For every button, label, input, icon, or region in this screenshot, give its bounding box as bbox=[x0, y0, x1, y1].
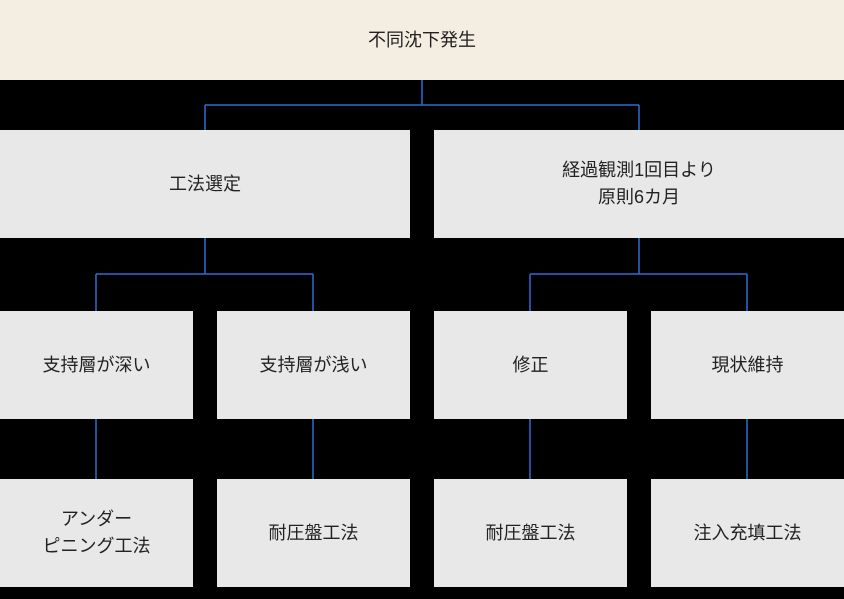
node-level4-1: アンダー ピニング工法 bbox=[0, 479, 193, 587]
node-root-label: 不同沈下発生 bbox=[368, 27, 476, 54]
node-root: 不同沈下発生 bbox=[0, 0, 844, 80]
node-level3-4: 現状維持 bbox=[651, 311, 844, 419]
node-level4-3-label: 耐圧盤工法 bbox=[486, 520, 576, 547]
node-level4-3: 耐圧盤工法 bbox=[434, 479, 627, 587]
node-level3-1-label: 支持層が深い bbox=[43, 352, 151, 379]
node-level2-right: 経過観測1回目より 原則6カ月 bbox=[434, 130, 844, 238]
node-level3-2: 支持層が浅い bbox=[217, 311, 410, 419]
node-level4-4: 注入充填工法 bbox=[651, 479, 844, 587]
node-level2-left-label: 工法選定 bbox=[169, 171, 241, 198]
node-level3-4-label: 現状維持 bbox=[712, 352, 784, 379]
node-level2-right-label: 経過観測1回目より 原則6カ月 bbox=[562, 157, 716, 211]
node-level4-2: 耐圧盤工法 bbox=[217, 479, 410, 587]
node-level4-1-label: アンダー ピニング工法 bbox=[43, 506, 151, 560]
node-level3-2-label: 支持層が浅い bbox=[260, 352, 368, 379]
node-level2-left: 工法選定 bbox=[0, 130, 410, 238]
node-level3-3: 修正 bbox=[434, 311, 627, 419]
node-level3-3-label: 修正 bbox=[513, 352, 549, 379]
node-level4-4-label: 注入充填工法 bbox=[694, 520, 802, 547]
node-level3-1: 支持層が深い bbox=[0, 311, 193, 419]
node-level4-2-label: 耐圧盤工法 bbox=[269, 520, 359, 547]
